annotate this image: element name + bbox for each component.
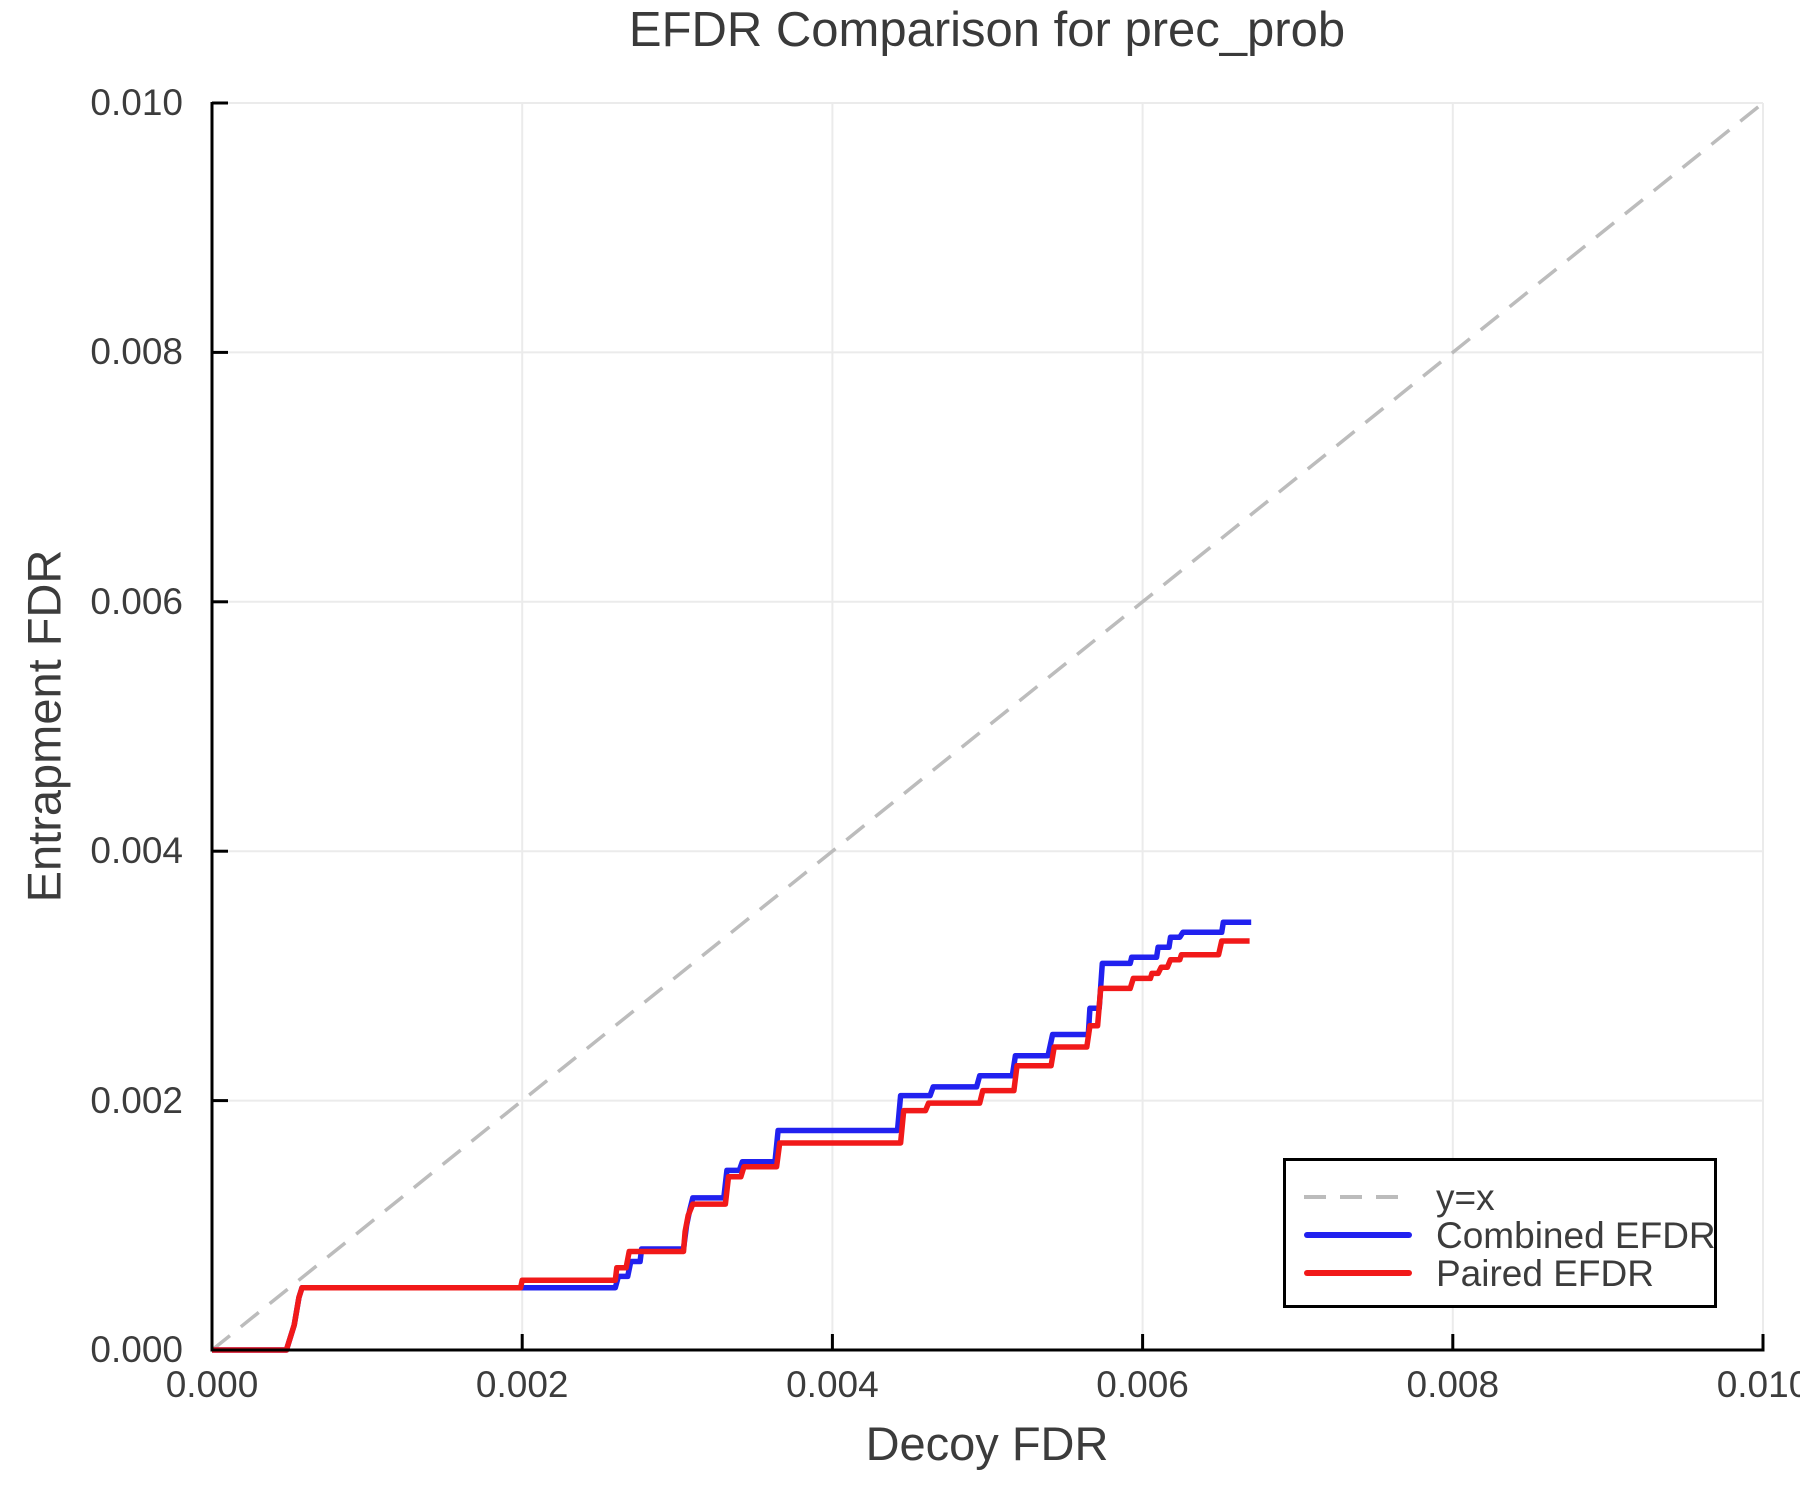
y-tick-label: 0.006 xyxy=(90,580,183,622)
series-combined-efdr xyxy=(212,919,1252,1353)
y-axis-label: Entrapment FDR xyxy=(17,549,71,903)
y-tick-label: 0.000 xyxy=(90,1329,183,1370)
x-tick-label: 0.010 xyxy=(1716,1364,1800,1405)
chart-title: EFDR Comparison for prec_prob xyxy=(628,3,1346,57)
x-tick-label: 0.002 xyxy=(475,1364,569,1405)
x-tick-label: 0.000 xyxy=(165,1364,259,1405)
legend-row-paired: Paired EFDR xyxy=(1304,1254,1714,1292)
x-tick-label: 0.006 xyxy=(1096,1364,1189,1405)
x-axis-label: Decoy FDR xyxy=(865,1417,1109,1470)
red-line-sample-icon xyxy=(1304,1270,1412,1276)
x-tick-label: 0.004 xyxy=(786,1364,879,1405)
dashed-line-sample-icon xyxy=(1304,1195,1412,1199)
y-tick-label: 0.008 xyxy=(90,331,183,373)
x-tick-label: 0.008 xyxy=(1406,1364,1500,1405)
legend-row-identity: y=x xyxy=(1304,1178,1714,1216)
legend-row-combined: Combined EFDR xyxy=(1304,1214,1716,1256)
y-tick-label: 0.002 xyxy=(90,1079,183,1121)
legend: y=x Combined EFDR Paired EFDR xyxy=(1283,1158,1717,1308)
legend-label-identity: y=x xyxy=(1436,1176,1495,1218)
legend-label-combined: Combined EFDR xyxy=(1436,1214,1716,1256)
y-tick-label: 0.004 xyxy=(90,830,183,872)
series-paired-efdr xyxy=(212,938,1250,1353)
y-tick-label: 0.010 xyxy=(90,82,183,123)
blue-line-sample-icon xyxy=(1304,1232,1412,1238)
legend-label-paired: Paired EFDR xyxy=(1436,1252,1654,1294)
